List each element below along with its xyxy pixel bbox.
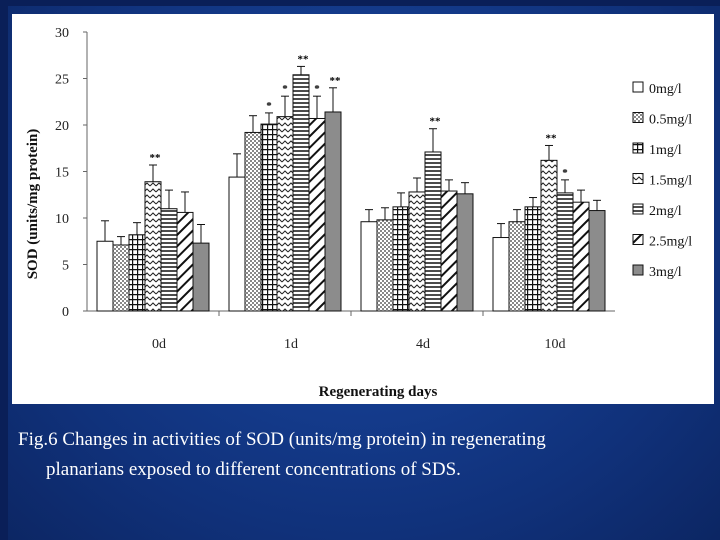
legend-swatch xyxy=(632,264,644,276)
legend-swatch xyxy=(632,203,644,215)
x-tick-label: 1d xyxy=(284,337,298,352)
y-axis-title: SOD (units/mg protein) xyxy=(25,129,41,280)
bar xyxy=(292,74,310,312)
bar xyxy=(492,237,510,312)
legend-label: 0mg/l xyxy=(649,82,682,97)
bar xyxy=(260,123,278,312)
bar xyxy=(524,206,542,312)
bar xyxy=(440,190,458,312)
figure-caption: Fig.6 Changes in activities of SOD (unit… xyxy=(18,425,708,485)
bar xyxy=(324,111,342,312)
bar xyxy=(96,240,114,312)
bar xyxy=(244,131,262,312)
bar xyxy=(228,176,246,312)
chart-panel: 0 5 10 15 20 25 30 0d ** 1d * * ** * ** 4d ** 10d ** * 0mg/l… xyxy=(12,14,714,404)
significance-marker: * xyxy=(314,83,320,95)
y-tick-label: 30 xyxy=(55,26,69,41)
caption-text-line2: planarians exposed to different concentr… xyxy=(46,459,461,480)
legend-label: 0.5mg/l xyxy=(649,113,692,128)
significance-marker: * xyxy=(562,167,568,179)
significance-marker: ** xyxy=(546,132,558,144)
y-tick-label: 25 xyxy=(55,73,69,88)
x-axis-title: Regenerating days xyxy=(319,384,438,400)
legend-swatch xyxy=(632,173,644,184)
legend-label: 3mg/l xyxy=(649,265,682,280)
legend-label: 2mg/l xyxy=(649,204,682,219)
bar xyxy=(128,234,146,312)
bar xyxy=(392,206,410,312)
bar xyxy=(408,191,426,312)
bar xyxy=(144,181,162,312)
significance-marker: ** xyxy=(298,53,310,65)
bar xyxy=(588,210,606,312)
legend-label: 1mg/l xyxy=(649,143,682,158)
y-tick-label: 20 xyxy=(55,119,69,134)
bar xyxy=(160,208,178,312)
caption-text-line1: Changes in activities of SOD (units/mg p… xyxy=(57,429,546,450)
legend-swatch xyxy=(632,142,644,154)
y-tick-label: 15 xyxy=(55,166,69,181)
legend-swatch xyxy=(632,112,644,123)
legend-label: 2.5mg/l xyxy=(649,235,692,250)
legend-label: 1.5mg/l xyxy=(649,174,692,189)
bar xyxy=(112,244,130,312)
x-tick-label: 10d xyxy=(545,337,566,352)
significance-marker: ** xyxy=(150,152,162,164)
bar xyxy=(176,211,194,312)
bar xyxy=(556,192,574,312)
bar xyxy=(308,117,326,312)
x-tick-label: 0d xyxy=(152,337,166,352)
bar xyxy=(456,193,474,312)
bar xyxy=(572,201,590,312)
legend-swatch xyxy=(632,81,644,93)
bar xyxy=(192,242,210,312)
bar xyxy=(508,221,526,312)
significance-marker: ** xyxy=(430,116,442,128)
x-tick-label: 4d xyxy=(416,337,430,352)
chart-svg: 0510152025300d**1d*******4d**10d***0mg/l… xyxy=(25,26,692,400)
legend-swatch xyxy=(632,234,644,245)
bar xyxy=(424,151,442,312)
significance-marker: * xyxy=(282,83,288,95)
plot-area: 0510152025300d**1d*******4d**10d***0mg/l… xyxy=(55,26,692,352)
bar xyxy=(540,159,558,312)
bar xyxy=(376,219,394,312)
bar xyxy=(360,221,378,312)
y-tick-label: 10 xyxy=(55,212,69,227)
significance-marker: * xyxy=(266,100,272,112)
y-tick-label: 0 xyxy=(62,305,69,320)
bar xyxy=(276,116,294,312)
figure-label: Fig.6 xyxy=(18,429,58,450)
y-tick-label: 5 xyxy=(62,259,69,274)
significance-marker: ** xyxy=(330,75,342,87)
